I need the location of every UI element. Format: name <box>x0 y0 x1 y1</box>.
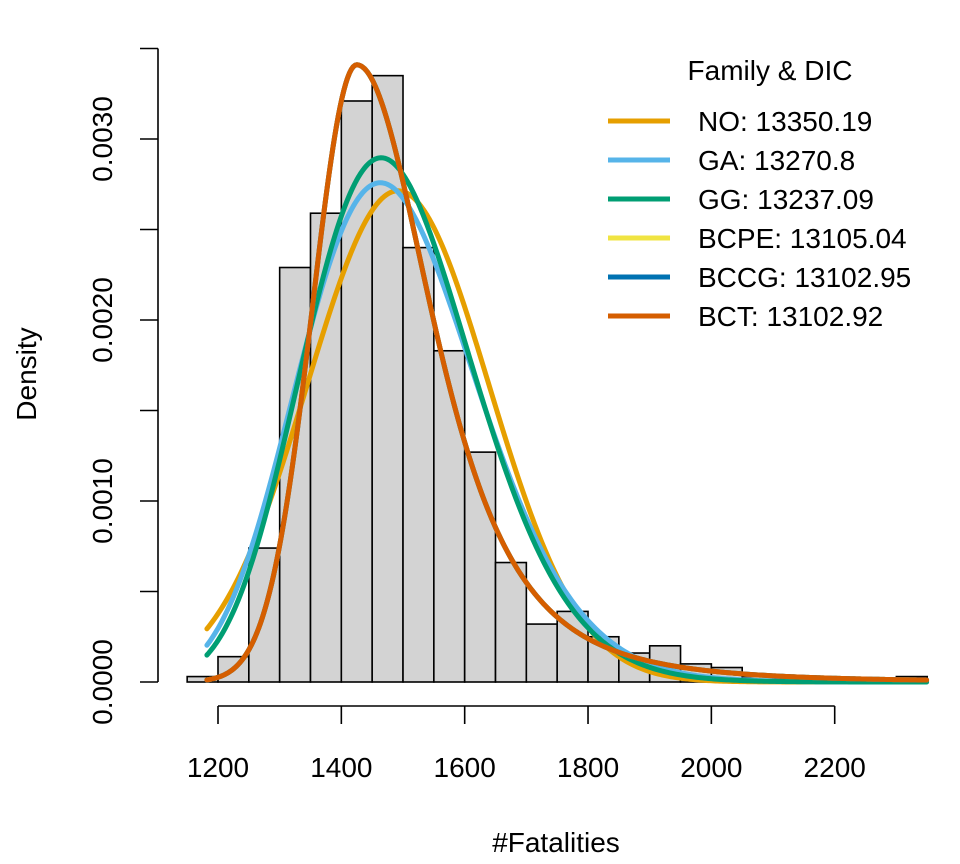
y-tick-label: 0.0010 <box>87 458 118 544</box>
legend-label-3: GG: 13237.09 <box>698 184 874 215</box>
y-tick-label: 0.0030 <box>87 96 118 182</box>
legend-title: Family & DIC <box>688 55 853 86</box>
density-curve-6 <box>204 62 930 683</box>
histogram-bar <box>278 266 312 683</box>
histogram-bars <box>186 74 929 683</box>
x-tick-label: 2000 <box>680 752 742 783</box>
legend-label-6: BCT: 13102.92 <box>698 301 883 332</box>
x-tick-label: 1400 <box>310 752 372 783</box>
legend-label-1: NO: 13350.19 <box>698 106 872 137</box>
histogram-bar <box>525 623 558 683</box>
histogram-bar <box>402 246 435 683</box>
x-tick-label: 1600 <box>434 752 496 783</box>
x-axis: 1200 1400 1600 1800 2000 2200 <box>187 705 866 783</box>
y-tick-label: 0.0020 <box>87 277 118 363</box>
density-curves <box>204 62 930 685</box>
y-axis: 0.0000 0.0010 0.0020 0.0030 <box>87 47 159 725</box>
x-tick-label: 1200 <box>187 752 249 783</box>
legend: Family & DIC NO: 13350.19 GA: 13270.8 GG: … <box>608 55 911 332</box>
density-curve-3 <box>204 155 930 685</box>
x-tick-label: 1800 <box>557 752 619 783</box>
legend-label-2: GA: 13270.8 <box>698 145 855 176</box>
y-tick-label: 0.0000 <box>87 639 118 725</box>
x-axis-title: #Fatalities <box>492 827 620 858</box>
histogram-bar <box>494 561 528 683</box>
legend-label-4: BCPE: 13105.04 <box>698 223 907 254</box>
x-tick-label: 2200 <box>804 752 866 783</box>
y-axis-title: Density <box>11 327 42 420</box>
histogram-bar <box>433 349 466 683</box>
histogram-bar <box>371 74 404 683</box>
legend-label-5: BCCG: 13102.95 <box>698 262 911 293</box>
